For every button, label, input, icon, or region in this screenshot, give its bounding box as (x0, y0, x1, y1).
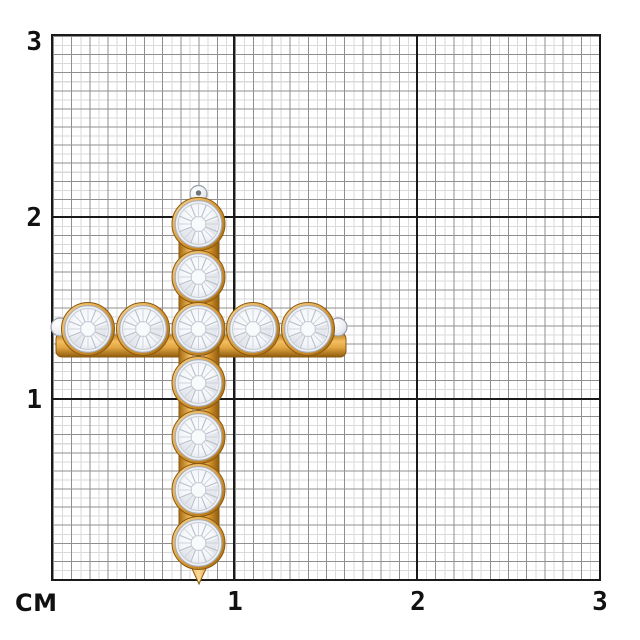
diamond-stone (281, 302, 335, 356)
x-axis-label-1cm: 1 (227, 587, 243, 617)
x-axis-label-2cm: 2 (410, 587, 426, 617)
diamond-stone (116, 302, 170, 356)
y-axis-label-1cm: 1 (26, 385, 42, 415)
diamond-stone (171, 250, 226, 304)
diamond-stone (171, 197, 226, 251)
diamond-stone (171, 356, 226, 410)
diamond-stone (171, 516, 226, 570)
diamond-stones (61, 197, 335, 570)
y-axis-label-2cm: 2 (26, 203, 42, 233)
graph-paper-grid (51, 34, 601, 581)
diamond-stone (171, 410, 226, 464)
grid-heavy-line-vertical-2cm (416, 36, 418, 579)
x-axis-label-3cm: 3 (592, 587, 608, 617)
grid-heavy-line-horizontal-2cm (53, 216, 599, 218)
grid-heavy-line-horizontal-1cm (53, 398, 599, 400)
y-axis-label-3cm: 3 (26, 27, 42, 57)
diamond-stone (171, 463, 226, 517)
diamond-stone (171, 302, 226, 356)
diamond-stone (226, 302, 280, 356)
axis-unit-label: CM (15, 589, 58, 617)
grid-heavy-line-vertical-1cm (233, 36, 235, 579)
diamond-stone (61, 302, 115, 356)
